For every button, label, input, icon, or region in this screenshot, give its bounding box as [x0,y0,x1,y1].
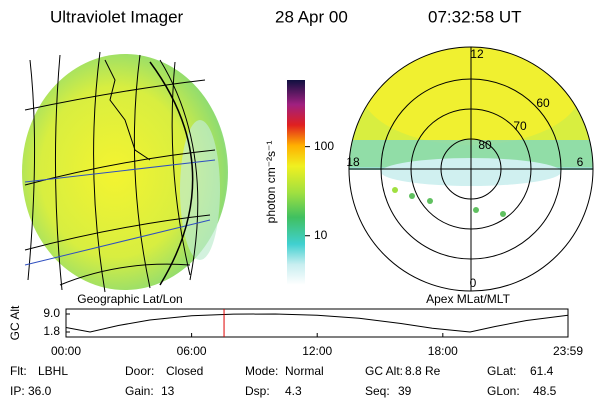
instrument-title: Ultraviolet Imager [50,7,184,26]
x-tick-label: 06:00 [177,344,207,358]
status-value: 39 [398,384,412,398]
geo-image [22,51,228,293]
y-tick-label: 1.8 [43,324,60,338]
status-label: Dsp: [245,384,270,398]
status-label: Seq: [365,384,390,398]
status-value: 36.0 [28,384,52,398]
mlt-label: 18 [346,155,360,169]
status-value: 8.8 Re [405,364,441,378]
geo-label: Geographic Lat/Lon [77,292,182,306]
status-label: GLon: [487,384,520,398]
timeline-frame [65,308,569,338]
y-axis-label: GC Alt [8,305,22,340]
status-value: LBHL [38,364,68,378]
status-value: 4.3 [285,384,302,398]
colorbar-tick-label: 100 [314,139,334,153]
y-tick-label: 9.0 [43,306,60,320]
status-label: IP: [10,384,25,398]
colorbar [287,80,305,285]
status-label: GLat: [487,364,516,378]
mlt-label: 0 [470,276,477,290]
mlat-label: 60 [536,96,550,110]
status-label: Flt: [10,364,27,378]
date: 28 Apr 00 [275,7,348,26]
mlt-label: 12 [470,47,484,61]
mlat-label: 80 [478,138,492,152]
status-label: Door: [125,364,154,378]
mlat-label: 70 [513,119,527,133]
status-value: Normal [285,364,324,378]
polar-label: Apex MLat/MLT [426,292,510,306]
time: 07:32:58 UT [428,7,522,26]
altitude-line [65,313,569,333]
x-tick-label: 18:00 [428,344,458,358]
polar-image [348,46,594,292]
colorbar-tick-label: 10 [314,228,328,242]
x-tick-label: 12:00 [302,344,332,358]
x-tick-label: 23:59 [553,344,583,358]
x-tick-label: 00:00 [51,344,81,358]
colorbar-label: photon cm⁻²s⁻¹ [264,141,278,224]
status-value: 13 [161,384,175,398]
status-label: Gain: [125,384,154,398]
status-value: 61.4 [530,364,554,378]
status-label: GC Alt: [365,364,403,378]
status-label: Mode: [245,364,278,378]
mlt-label: 6 [577,155,584,169]
status-value: 48.5 [533,384,557,398]
status-value: Closed [166,364,203,378]
